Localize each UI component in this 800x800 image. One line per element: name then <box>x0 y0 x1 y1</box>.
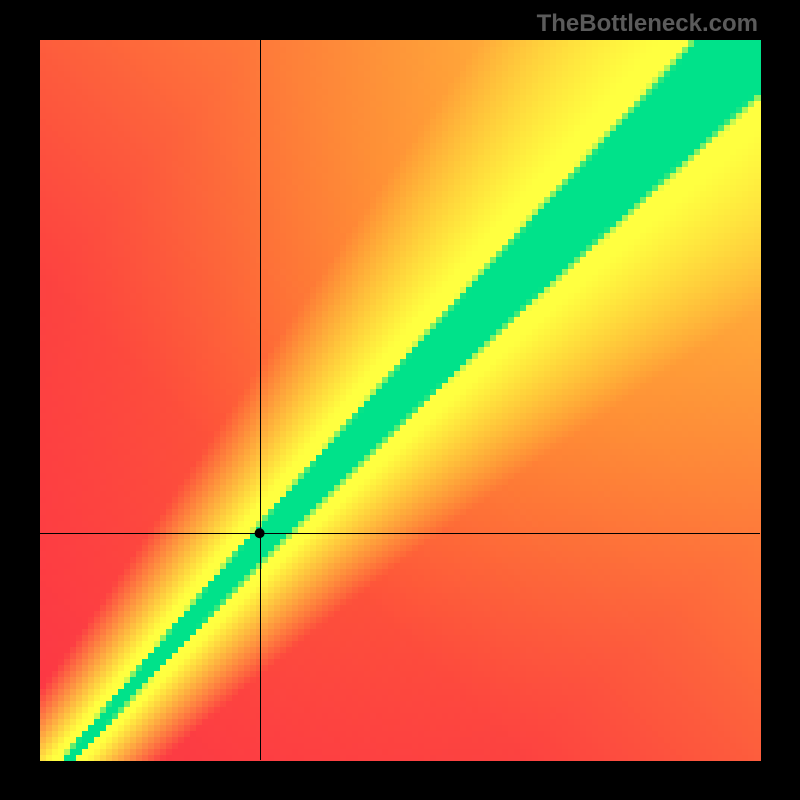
watermark-text: TheBottleneck.com <box>537 10 758 38</box>
bottleneck-heatmap-canvas <box>0 0 800 800</box>
chart-container: TheBottleneck.com <box>0 0 800 800</box>
